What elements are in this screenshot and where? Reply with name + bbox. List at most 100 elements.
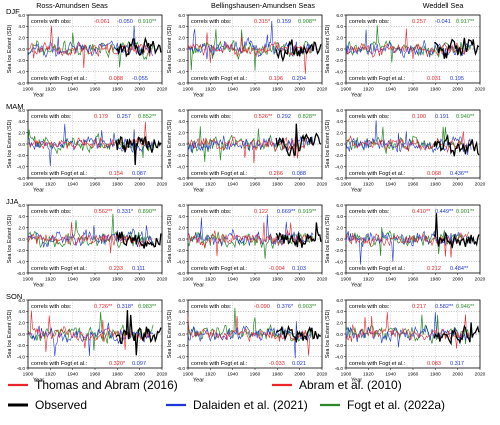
x-tick-label: 1960 [408,372,419,378]
x-tick-label: 2020 [475,277,486,283]
y-tick-label: 4.0 [178,24,185,30]
x-tick-label: 1960 [250,87,261,93]
y-tick-label: -6.0 [335,271,344,277]
y-axis-label: Sea Ice Extent (SD) [167,215,173,264]
y-tick-label: 0.0 [336,237,343,243]
x-tick-label: 2020 [317,87,328,93]
obs-correlation-label: correls with obs: [31,19,72,25]
obs-correlation-label: correls with obs: [191,304,232,310]
y-tick-label: -4.0 [177,354,186,360]
y-tick-label: 0.0 [18,142,25,148]
x-tick-label: 1980 [430,277,441,283]
x-tick-label: 1940 [227,182,238,188]
obs-correlation-label: correls with obs: [349,209,390,215]
x-axis-label: Year [351,378,362,384]
fogt-correlation-value: 0.088 [109,76,123,82]
y-tick-label: -6.0 [335,176,344,182]
obs-correlation-label: correls with obs: [31,304,72,310]
x-tick-label: 1960 [90,182,101,188]
x-tick-label: 1920 [363,372,374,378]
dalaiden-series-line [187,20,314,60]
obs-correlation-value: 0.410** [412,209,431,215]
obs-correlation-label: correls with obs: [191,19,232,25]
observed-series-line [115,36,162,58]
x-tick-label: 1920 [205,277,216,283]
fogt-correlation-label: correls with Fogt et al.: [349,171,406,177]
obs-correlation-value: 0.940** [456,114,475,120]
fogt-correlation-value: 0.103 [292,266,306,272]
fogt-correlation-value: 0.212 [427,266,441,272]
y-axis-label: Sea Ice Extent (SD) [325,215,331,264]
obs-correlation-value: 0.315* [254,19,271,25]
y-tick-label: 2.0 [18,320,25,326]
obs-correlation-value: -0.041 [435,19,451,25]
x-tick-label: 1900 [183,372,194,378]
y-tick-label: -6.0 [17,81,26,87]
y-tick-label: -6.0 [335,81,344,87]
x-tick-label: 2020 [157,182,168,188]
x-tick-label: 1920 [45,372,56,378]
y-tick-label: 2.0 [336,320,343,326]
x-tick-label: 1900 [341,372,352,378]
fogt-correlation-value: 0.031 [427,76,441,82]
y-tick-label: -2.0 [335,153,344,159]
thomas-series-line [187,136,312,164]
obs-correlation-value: 0.159 [277,19,291,25]
x-axis-label: Year [193,283,204,289]
x-tick-label: 1980 [112,277,123,283]
obs-correlation-value: 0.983** [138,304,157,310]
x-tick-label: 2020 [317,182,328,188]
obs-correlation-label: correls with obs: [349,19,390,25]
x-tick-label: 1960 [90,87,101,93]
x-axis-label: Year [193,93,204,99]
season-label: SON [6,292,22,301]
y-tick-label: -4.0 [17,164,26,170]
y-tick-label: -6.0 [17,271,26,277]
observed-series-line [275,123,322,157]
y-axis-label: Sea Ice Extent (SD) [7,310,13,359]
fogt-correlation-value: 0.111 [132,266,145,272]
y-tick-label: -4.0 [177,164,186,170]
y-tick-label: 4.0 [18,309,25,315]
thomas-series-line [28,121,151,151]
fogt-correlation-value: -0.055 [132,76,148,82]
y-tick-label: -4.0 [17,259,26,265]
y-tick-label: 2.0 [336,130,343,136]
y-tick-label: -4.0 [335,259,344,265]
obs-correlation-value: 0.669** [277,209,296,215]
y-tick-label: -2.0 [335,343,344,349]
y-tick-label: -6.0 [177,271,186,277]
y-tick-label: 4.0 [178,214,185,220]
obs-correlation-value: 0.292 [277,114,291,120]
fogt-correlation-label: correls with Fogt et al.: [349,266,406,272]
fogt-series-line [187,29,314,71]
dalaiden-series-line [345,230,472,265]
x-tick-label: 1960 [408,182,419,188]
x-tick-label: 1940 [385,182,396,188]
fogt-correlation-label: correls with Fogt et al.: [191,266,248,272]
x-tick-label: 1980 [430,87,441,93]
x-tick-label: 1940 [67,372,78,378]
y-tick-label: -2.0 [177,153,186,159]
obs-correlation-value: 0.100 [412,114,426,120]
y-axis-label: Sea Ice Extent (SD) [7,120,13,169]
x-tick-label: 1980 [430,372,441,378]
fogt-correlation-value: 0.088 [292,171,306,177]
y-axis-label: Sea Ice Extent (SD) [167,25,173,74]
y-tick-label: 4.0 [336,24,343,30]
fogt-correlation-value: 0.021 [292,361,306,367]
legend-label: Abram et al. (2010) [299,378,402,392]
thomas-series-line [27,222,152,254]
observed-series-line [115,310,162,356]
x-tick-label: 1940 [227,87,238,93]
x-tick-label: 1900 [23,372,34,378]
x-tick-label: 1940 [385,372,396,378]
x-tick-label: 1920 [363,277,374,283]
obs-correlation-label: correls with obs: [31,114,72,120]
x-tick-label: 1980 [112,87,123,93]
observed-series-line [433,133,480,157]
y-axis-label: Sea Ice Extent (SD) [7,25,13,74]
